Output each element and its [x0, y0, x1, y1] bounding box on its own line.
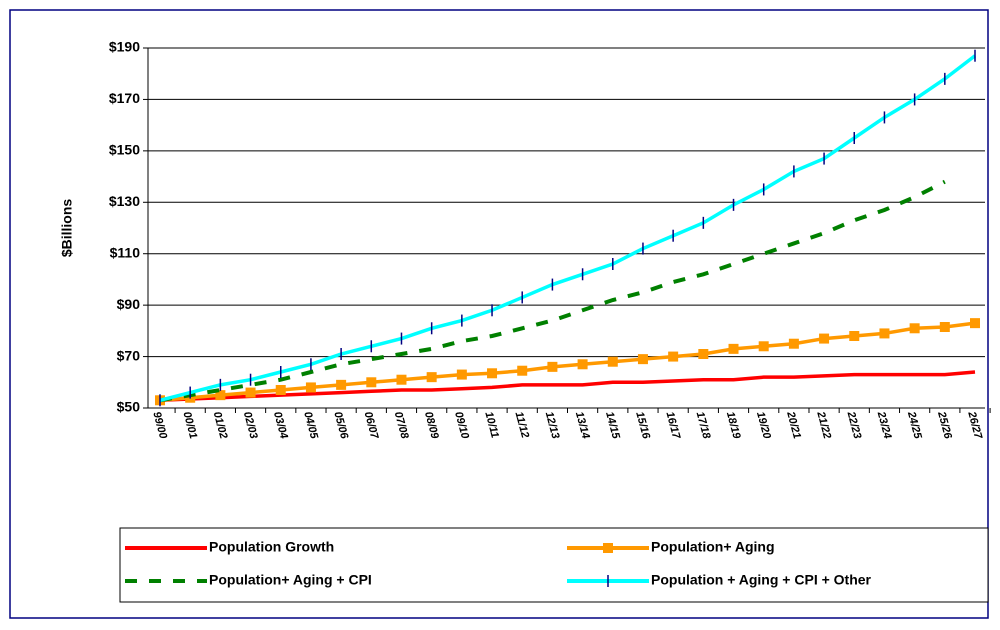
point-marker — [366, 377, 377, 388]
y-tick-label: $70 — [117, 347, 141, 363]
series-line — [159, 370, 976, 403]
legend-box — [119, 527, 989, 603]
point-marker — [517, 365, 528, 376]
point-marker — [547, 361, 558, 372]
point-marker — [336, 379, 347, 390]
point-marker — [849, 331, 860, 341]
point-marker — [788, 338, 799, 349]
y-tick-label: $90 — [117, 296, 141, 312]
legend-label: Population+ Aging — [651, 539, 775, 555]
legend-label: Population+ Aging + CPI — [209, 572, 372, 588]
chart-frame — [9, 9, 989, 619]
point-marker — [668, 351, 679, 362]
point-marker — [396, 374, 407, 385]
point-marker — [879, 328, 890, 339]
point-marker — [728, 343, 739, 354]
point-marker — [909, 323, 920, 334]
y-tick-label: $50 — [117, 399, 141, 415]
point-marker — [819, 333, 830, 344]
legend-marker — [603, 543, 613, 553]
point-marker — [275, 385, 286, 395]
legend-label: Population Growth — [209, 539, 334, 555]
y-tick-label: $150 — [109, 142, 140, 158]
y-tick-label: $190 — [109, 39, 140, 55]
point-marker — [245, 387, 256, 398]
point-marker — [215, 390, 226, 401]
y-axis-label: $Billions — [59, 199, 75, 258]
point-marker — [939, 322, 950, 332]
point-marker — [577, 359, 588, 370]
point-marker — [637, 354, 648, 365]
series-line — [159, 179, 946, 403]
y-tick-label: $110 — [110, 244, 141, 260]
y-tick-label: $130 — [109, 193, 140, 209]
y-tick-label: $170 — [109, 90, 140, 106]
point-marker — [426, 372, 437, 383]
point-marker — [758, 341, 769, 352]
point-marker — [487, 368, 498, 379]
series-line — [159, 54, 977, 402]
point-marker — [970, 318, 980, 329]
legend-label: Population + Aging + CPI + Other — [651, 572, 872, 588]
point-marker — [607, 356, 618, 367]
point-marker — [305, 382, 316, 393]
series-line — [159, 321, 976, 403]
point-marker — [698, 349, 709, 359]
point-marker — [456, 369, 467, 380]
